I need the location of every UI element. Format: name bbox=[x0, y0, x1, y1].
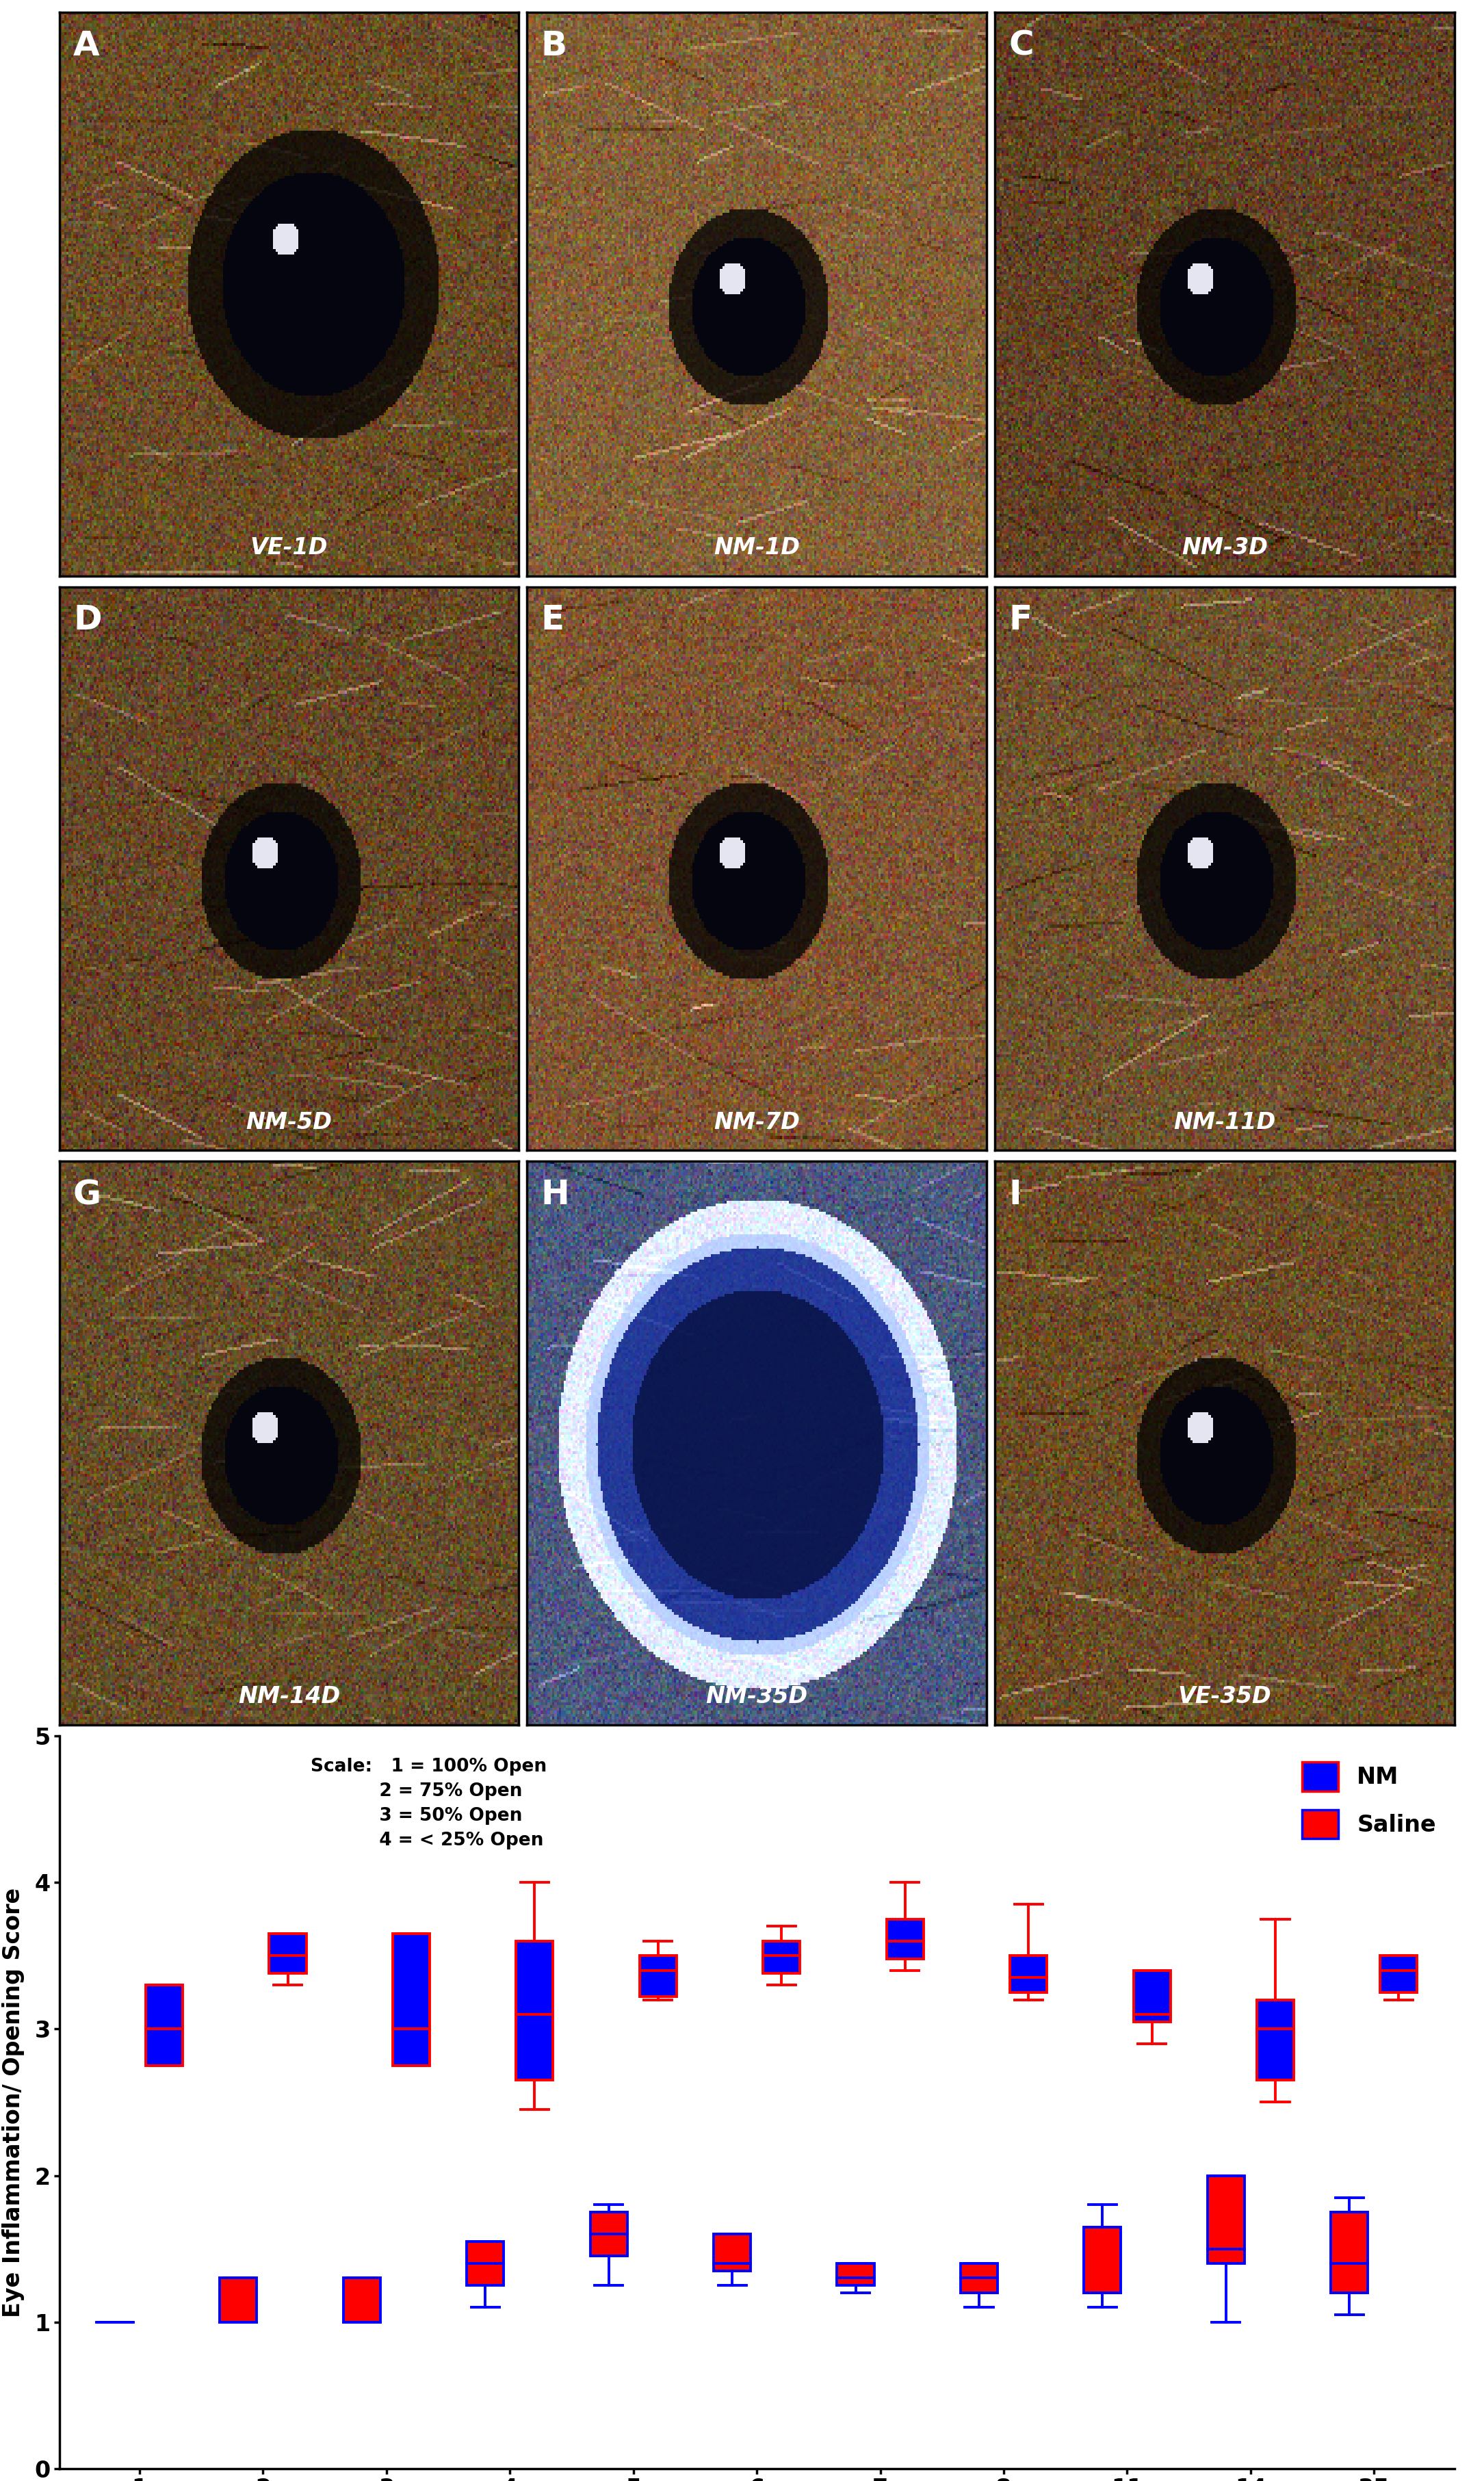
Bar bbox=[1380, 1955, 1417, 1992]
Bar bbox=[220, 2278, 257, 2322]
Bar bbox=[837, 2263, 874, 2285]
Bar bbox=[1257, 2000, 1294, 2079]
Bar bbox=[467, 2240, 503, 2285]
Text: G: G bbox=[73, 1178, 101, 1211]
Bar bbox=[269, 1933, 306, 1972]
Y-axis label: Eye Inflammation/ Opening Score: Eye Inflammation/ Opening Score bbox=[3, 1888, 25, 2317]
Bar bbox=[714, 2233, 751, 2270]
Text: C: C bbox=[1009, 30, 1034, 62]
Text: NM-5D: NM-5D bbox=[246, 1111, 332, 1134]
Bar bbox=[1208, 2176, 1245, 2263]
Bar bbox=[640, 1955, 677, 1997]
Text: Scale:   1 = 100% Open
           2 = 75% Open
           3 = 50% Open
         : Scale: 1 = 100% Open 2 = 75% Open 3 = 50… bbox=[310, 1759, 546, 1848]
Text: VE-1D: VE-1D bbox=[251, 536, 328, 558]
Text: I: I bbox=[1009, 1178, 1021, 1211]
Bar bbox=[1331, 2213, 1368, 2292]
Bar bbox=[1134, 1970, 1171, 2022]
Text: NM-14D: NM-14D bbox=[237, 1685, 340, 1707]
Bar bbox=[591, 2213, 628, 2255]
Text: E: E bbox=[540, 603, 564, 638]
Text: H: H bbox=[540, 1178, 570, 1211]
Bar bbox=[145, 1985, 183, 2067]
Text: B: B bbox=[540, 30, 567, 62]
Bar bbox=[393, 1933, 430, 2067]
Bar bbox=[343, 2278, 380, 2322]
Bar bbox=[1083, 2228, 1120, 2292]
Text: D: D bbox=[73, 603, 101, 638]
Text: F: F bbox=[1009, 603, 1031, 638]
Bar bbox=[1011, 1955, 1046, 1992]
Legend: NM, Saline: NM, Saline bbox=[1301, 1762, 1437, 1838]
Bar bbox=[763, 1940, 800, 1972]
Bar bbox=[960, 2263, 997, 2292]
Text: NM-1D: NM-1D bbox=[714, 536, 800, 558]
Text: VE-35D: VE-35D bbox=[1178, 1685, 1272, 1707]
Text: NM-11D: NM-11D bbox=[1174, 1111, 1276, 1134]
Text: NM-7D: NM-7D bbox=[714, 1111, 800, 1134]
Bar bbox=[886, 1920, 923, 1958]
Text: A: A bbox=[73, 30, 99, 62]
Bar bbox=[516, 1940, 554, 2079]
Text: NM-35D: NM-35D bbox=[706, 1685, 807, 1707]
Text: NM-3D: NM-3D bbox=[1181, 536, 1267, 558]
